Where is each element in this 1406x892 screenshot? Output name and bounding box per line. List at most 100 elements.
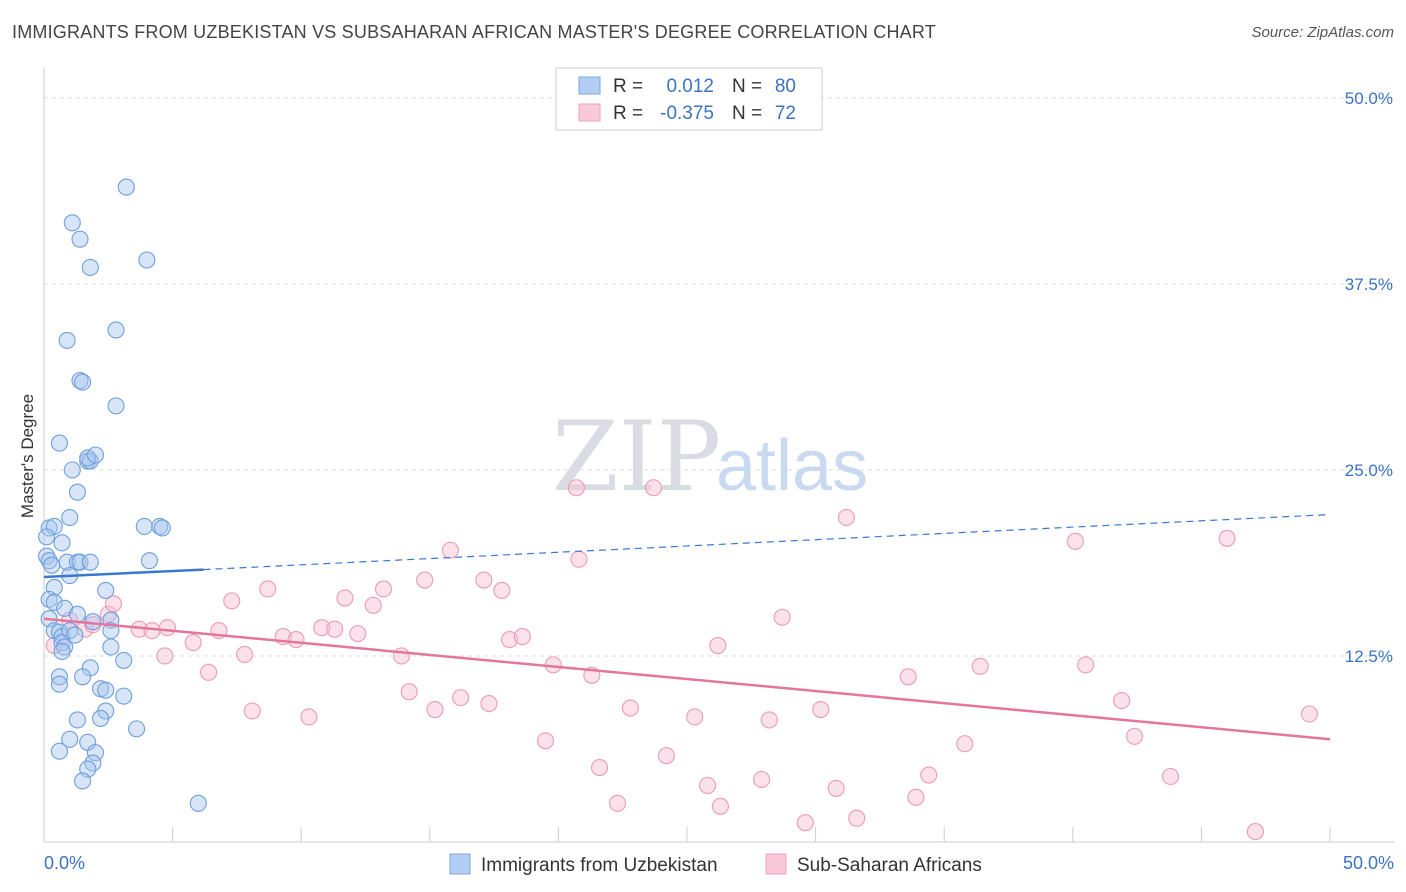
uzbekistan-trend-line (43, 568, 204, 579)
uzbekistan-point (66, 626, 84, 644)
uzbekistan-point (53, 642, 71, 661)
uzbekistan-point (50, 434, 68, 452)
sub-saharan-point (223, 592, 241, 610)
sub-saharan-point (1300, 705, 1318, 723)
legend-r-value-1: 0.012 (666, 76, 714, 97)
sub-saharan-point (300, 708, 318, 726)
uzbekistan-point (50, 675, 68, 693)
x-tick-label-max: 50.0% (1343, 853, 1394, 873)
sub-saharan-point (374, 580, 393, 598)
uzbekistan-point (63, 461, 81, 479)
uzbekistan-point (38, 528, 56, 546)
sub-saharan-point (699, 776, 717, 794)
x-tick-label-min: 0.0% (44, 853, 85, 873)
uzbekistan-point (97, 681, 115, 699)
uzbekistan-point (107, 397, 125, 415)
uzbekistan-point (102, 638, 120, 656)
sub-saharan-point (686, 708, 704, 726)
uzbekistan-point (151, 517, 169, 535)
sub-saharan-point (441, 541, 459, 559)
sub-saharan-point (400, 683, 418, 701)
sub-saharan-point (326, 620, 344, 638)
sub-saharan-point (773, 608, 791, 626)
uzbekistan-point (68, 605, 86, 623)
sub-saharan-point (156, 647, 174, 665)
sub-saharan-point (899, 668, 917, 686)
uzbekistan-point (58, 553, 76, 571)
sub-saharan-point (313, 619, 331, 637)
uzbekistan-points (38, 178, 207, 812)
uzbekistan-point (63, 214, 81, 232)
sub-saharan-point (848, 809, 866, 827)
uzbekistan-point (153, 519, 171, 537)
uzbekistan-point (50, 742, 68, 760)
uzbekistan-point (92, 709, 110, 728)
uzbekistan-point (68, 483, 86, 501)
uzbekistan-point (45, 593, 63, 611)
y-tick-label: 50.0% (1345, 89, 1393, 108)
sub-saharan-point (920, 766, 938, 784)
sub-saharan-point (570, 550, 588, 568)
sub-saharan-point (709, 636, 727, 655)
y-tick-label: 25.0% (1345, 461, 1393, 480)
uzbekistan-point (81, 258, 99, 277)
sub-saharan-point (971, 657, 989, 675)
sub-saharan-point (500, 631, 519, 649)
uzbekistan-point (74, 668, 92, 686)
uzbekistan-point (53, 534, 71, 552)
bottom-legend-swatch-blue (449, 853, 471, 875)
uzbekistan-point (74, 373, 92, 391)
sub-saharan-point (200, 663, 218, 681)
uzbekistan-point (97, 581, 115, 600)
uzbekistan-point (56, 638, 74, 656)
y-axis-label: Master's Degree (18, 394, 37, 518)
sub-saharan-point (480, 695, 498, 713)
sub-saharan-point (711, 797, 729, 815)
sub-saharan-point (452, 689, 470, 707)
sub-saharan-point (1113, 692, 1131, 710)
legend-n-label-2: N = (732, 103, 762, 124)
sub-saharan-point (621, 699, 639, 717)
uzbekistan-point (140, 552, 159, 570)
uzbekistan-point (74, 772, 92, 790)
axes (43, 68, 1394, 843)
uzbekistan-point (128, 720, 146, 738)
sub-saharan-point (645, 479, 663, 497)
legend-swatch-blue (578, 76, 601, 95)
sub-saharan-point (657, 747, 675, 765)
uzbekistan-point (68, 711, 86, 729)
uzbekistan-point (53, 633, 71, 652)
sub-saharan-point (184, 633, 202, 652)
chart-title: IMMIGRANTS FROM UZBEKISTAN VS SUBSAHARAN… (12, 22, 936, 42)
uzbekistan-point (86, 744, 104, 762)
sub-saharan-point (753, 770, 771, 789)
sub-saharan-point (416, 571, 434, 589)
trend-lines (43, 513, 1331, 741)
uzbekistan-point (115, 651, 133, 669)
sub-saharan-point (837, 508, 856, 527)
uzbekistan-point (38, 547, 56, 565)
legend-box: R = 0.012 N = 80 R = -0.375 N = 72 (555, 67, 823, 131)
uzbekistan-point (71, 372, 89, 390)
bottom-legend: Immigrants from Uzbekistan Sub-Saharan A… (449, 853, 982, 876)
uzbekistan-trend-extension (203, 513, 1331, 571)
sub-saharan-point (364, 596, 382, 614)
sub-saharan-point (287, 631, 305, 649)
legend-n-value-1: 80 (775, 76, 796, 97)
legend-swatch-pink (578, 103, 601, 122)
sub-saharan-point (827, 779, 845, 797)
sub-saharan-point (760, 711, 778, 729)
bottom-legend-label-2: Sub-Saharan Africans (797, 855, 982, 876)
sub-saharan-point (336, 589, 354, 607)
legend-n-value-2: 72 (775, 103, 796, 124)
uzbekistan-point (61, 730, 79, 748)
sub-saharan-trend-line (43, 617, 1331, 741)
sub-saharan-point (1161, 767, 1180, 786)
sub-saharan-point (1066, 532, 1084, 550)
uzbekistan-point (107, 321, 125, 339)
uzbekistan-point (40, 552, 58, 570)
uzbekistan-point (138, 251, 156, 269)
sub-saharan-point (426, 700, 444, 719)
legend-r-label-1: R = (613, 76, 643, 97)
